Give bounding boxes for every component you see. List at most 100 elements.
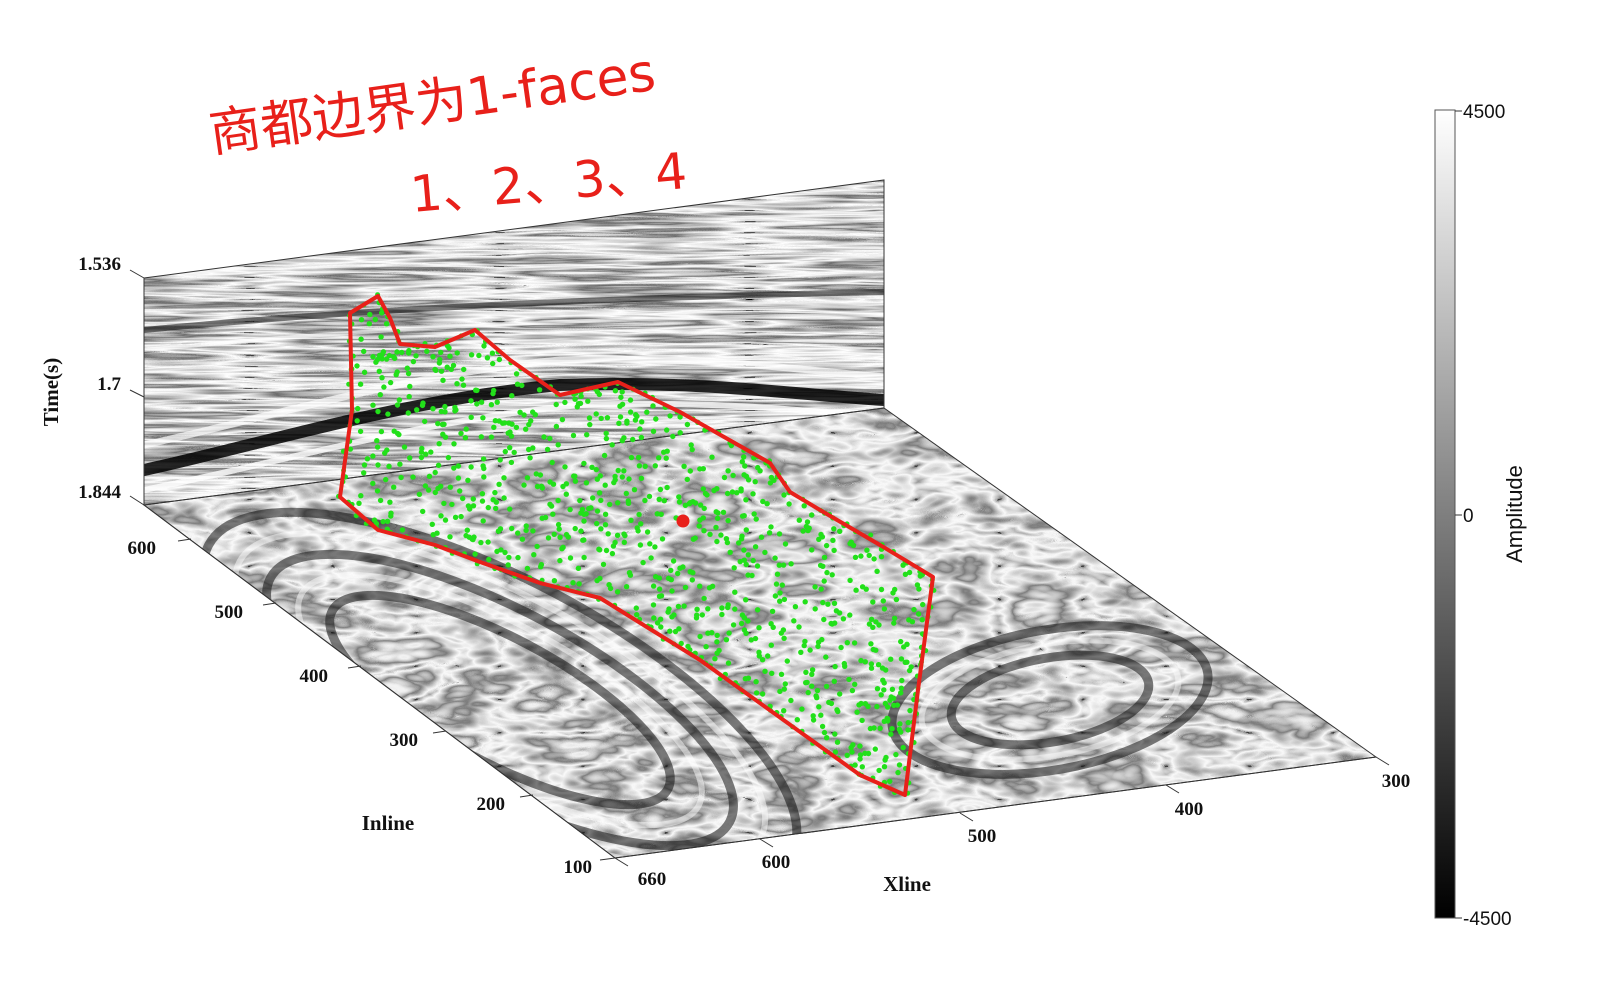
fault-point bbox=[835, 708, 841, 715]
fault-point bbox=[650, 403, 656, 409]
fault-point bbox=[464, 527, 470, 533]
fault-point bbox=[428, 449, 434, 455]
fault-point bbox=[656, 455, 662, 461]
fault-point bbox=[765, 653, 771, 659]
fault-point bbox=[779, 582, 785, 588]
fault-point bbox=[590, 495, 596, 501]
fault-point bbox=[657, 486, 664, 493]
fault-point bbox=[589, 464, 595, 470]
fault-point bbox=[494, 548, 500, 555]
fault-point bbox=[906, 569, 913, 576]
fault-point bbox=[778, 671, 785, 677]
fault-point bbox=[621, 435, 627, 441]
fault-point bbox=[766, 530, 773, 536]
fault-point bbox=[832, 749, 839, 755]
fault-point bbox=[697, 502, 704, 508]
fault-point bbox=[610, 543, 617, 549]
fault-point bbox=[514, 381, 521, 387]
fault-point bbox=[701, 505, 707, 512]
fault-point bbox=[820, 599, 826, 606]
fault-point bbox=[619, 474, 625, 480]
fault-point bbox=[536, 387, 543, 393]
fault-point bbox=[821, 616, 827, 623]
fault-point bbox=[618, 394, 624, 400]
fault-point bbox=[734, 490, 740, 496]
fault-point bbox=[676, 494, 682, 500]
fault-point bbox=[743, 597, 749, 603]
fault-point bbox=[748, 637, 754, 643]
fault-point bbox=[777, 590, 783, 596]
fault-point bbox=[478, 399, 485, 405]
fault-point bbox=[612, 388, 619, 394]
fault-point bbox=[410, 474, 416, 480]
fault-point bbox=[654, 620, 661, 626]
fault-point bbox=[650, 602, 657, 608]
fault-point bbox=[914, 582, 921, 588]
fault-point bbox=[821, 578, 827, 584]
fault-point bbox=[432, 469, 438, 476]
fault-point bbox=[371, 517, 378, 523]
fault-point bbox=[442, 409, 448, 415]
fault-point bbox=[507, 429, 513, 435]
fault-point bbox=[777, 688, 783, 695]
fault-point bbox=[661, 498, 667, 504]
fault-point bbox=[815, 639, 822, 645]
fault-point bbox=[366, 321, 372, 327]
fault-point bbox=[648, 555, 654, 561]
fault-point bbox=[909, 619, 916, 625]
fault-point bbox=[756, 625, 762, 631]
fault-point bbox=[562, 399, 568, 406]
fault-point bbox=[844, 752, 850, 758]
fault-point bbox=[509, 393, 515, 399]
fault-point bbox=[449, 501, 455, 508]
fault-point bbox=[575, 565, 582, 571]
fault-point bbox=[370, 354, 376, 360]
fault-point bbox=[911, 606, 917, 613]
fault-point bbox=[700, 466, 706, 472]
fault-point bbox=[725, 517, 731, 524]
fault-point bbox=[347, 446, 354, 452]
fault-point bbox=[630, 436, 636, 443]
fault-point bbox=[555, 521, 562, 528]
fault-point bbox=[776, 531, 783, 537]
fault-point bbox=[865, 703, 871, 710]
fault-point bbox=[394, 349, 400, 355]
fault-point bbox=[854, 709, 860, 715]
fault-point bbox=[436, 441, 442, 447]
fault-point bbox=[480, 415, 486, 421]
fault-point bbox=[681, 603, 687, 609]
xline-tick-label: 300 bbox=[1382, 771, 1411, 792]
fault-point bbox=[825, 601, 831, 607]
colorbar-gradient bbox=[1434, 109, 1456, 919]
fault-point bbox=[844, 640, 850, 646]
colorbar-tick-label: -4500 bbox=[1463, 909, 1512, 930]
fault-point bbox=[404, 365, 410, 371]
fault-point bbox=[519, 536, 526, 542]
fault-point bbox=[455, 475, 462, 481]
fault-point bbox=[810, 713, 816, 719]
fault-point bbox=[394, 402, 401, 408]
fault-point bbox=[905, 719, 911, 726]
fault-point bbox=[859, 717, 865, 724]
fault-point bbox=[507, 445, 513, 451]
fault-point bbox=[838, 644, 844, 651]
fault-point bbox=[639, 419, 645, 425]
fault-point bbox=[438, 483, 444, 489]
colorbar-tick-label: 0 bbox=[1463, 506, 1474, 527]
fault-point bbox=[384, 447, 390, 453]
fault-point bbox=[547, 501, 553, 507]
fault-point bbox=[809, 671, 815, 677]
fault-point bbox=[429, 521, 435, 527]
fault-point bbox=[527, 455, 533, 461]
fault-point bbox=[626, 570, 633, 576]
fault-point bbox=[796, 517, 802, 523]
fault-point bbox=[840, 616, 847, 622]
fault-point bbox=[647, 541, 653, 547]
fault-point bbox=[809, 667, 816, 673]
fault-point bbox=[653, 416, 659, 422]
fault-point bbox=[423, 451, 429, 457]
fault-point bbox=[759, 691, 766, 697]
fault-point bbox=[642, 497, 648, 504]
fault-point bbox=[559, 416, 566, 423]
fault-point bbox=[490, 497, 496, 503]
